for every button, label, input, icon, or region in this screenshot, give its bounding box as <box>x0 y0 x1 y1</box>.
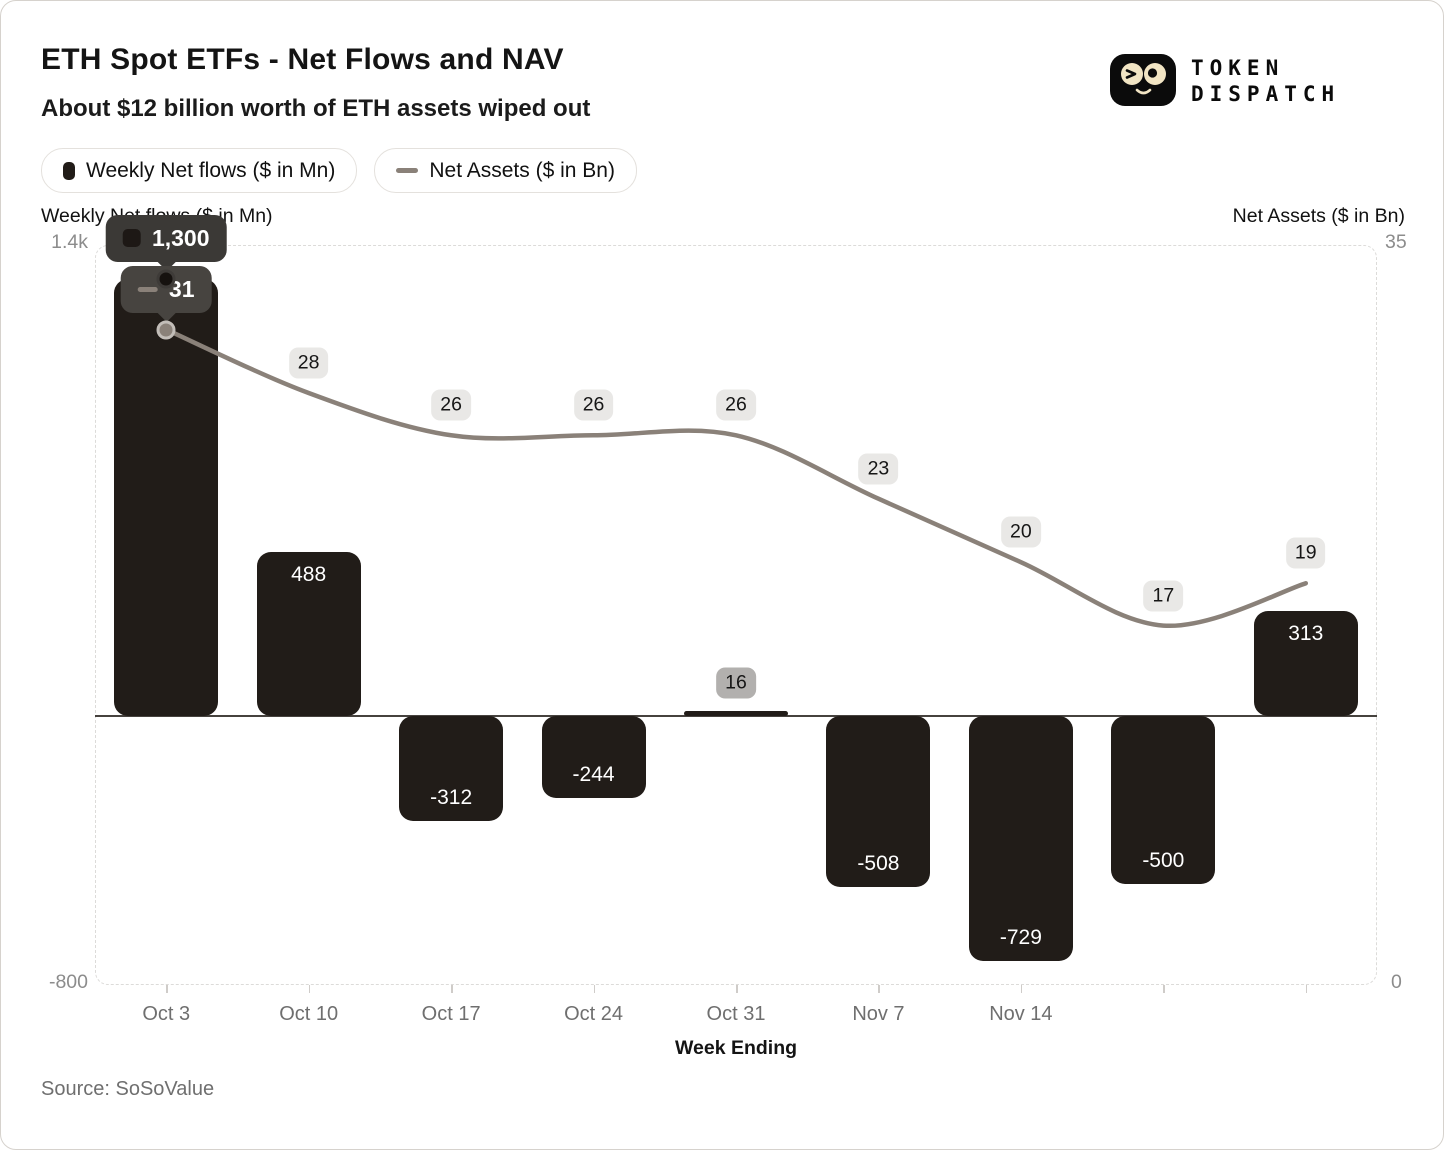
logo-line1: TOKEN <box>1191 55 1285 80</box>
logo-line2: DISPATCH <box>1191 81 1341 106</box>
bar-value-label: -729 <box>999 926 1042 950</box>
right-axis-max-tick: 35 <box>1385 231 1407 253</box>
page-title: ETH Spot ETFs - Net Flows and NAV <box>41 43 564 76</box>
bar-Nov 7[interactable] <box>826 715 931 887</box>
x-axis-tick <box>451 985 453 993</box>
tooltip-line-swatch-icon <box>137 286 158 292</box>
bar-Oct 31[interactable] <box>684 710 788 717</box>
line-swatch-icon <box>396 168 419 173</box>
line-value-badge: 19 <box>1285 537 1326 569</box>
brand-logo: TOKEN DISPATCH <box>1109 53 1340 108</box>
tooltip-bar-swatch-icon <box>122 229 141 248</box>
line-value-badge: 17 <box>1143 580 1184 612</box>
bar-value-label: -500 <box>1142 849 1185 873</box>
right-axis-title: Net Assets ($ in Bn) <box>1232 205 1405 227</box>
bar-swatch-icon <box>63 161 75 180</box>
x-axis-tick <box>1020 985 1023 993</box>
x-axis-label: Oct 3 <box>142 1003 191 1025</box>
legend-label-net-flows: Weekly Net flows ($ in Mn) <box>86 158 336 182</box>
line-value-badge: 28 <box>288 347 329 379</box>
x-axis-label: Oct 17 <box>421 1003 481 1025</box>
right-axis-min-tick: 0 <box>1391 971 1402 993</box>
line-value-badge: 26 <box>431 389 471 421</box>
plot-area[interactable] <box>95 245 1377 985</box>
bar-Oct 24[interactable] <box>541 715 646 798</box>
x-axis-tick <box>878 985 880 993</box>
bar-value-label: 313 <box>1288 621 1324 645</box>
tooltip-bar-value: 1,300 <box>151 224 210 251</box>
bar-Oct 17[interactable] <box>399 715 504 821</box>
bar-Nov 14[interactable] <box>968 715 1073 962</box>
bar-value-badge: 16 <box>716 667 756 699</box>
x-axis-label: Nov 14 <box>989 1003 1053 1025</box>
x-axis-title: Week Ending <box>674 1037 798 1059</box>
bar-value-label: 488 <box>291 562 327 586</box>
page-subtitle: About $12 billion worth of ETH assets wi… <box>41 95 591 122</box>
x-axis-label: Oct 24 <box>564 1003 624 1025</box>
bar-value-label: -312 <box>430 785 473 809</box>
line-hover-dot <box>156 320 176 340</box>
logo-face-icon <box>1110 54 1176 106</box>
source-note: Source: SoSoValue <box>41 1078 215 1100</box>
bar-value-label: -508 <box>857 851 900 875</box>
bar-value-label: -244 <box>572 762 615 786</box>
legend-item-net-flows[interactable]: Weekly Net flows ($ in Mn) <box>41 148 358 193</box>
bar-col9[interactable] <box>1253 610 1358 716</box>
bar-Oct 3[interactable] <box>114 278 219 716</box>
x-axis-tick <box>736 985 738 993</box>
left-axis-min-tick: -800 <box>48 971 88 993</box>
x-axis-tick <box>1163 985 1165 993</box>
tooltip-weekly-net-flow: 1,300 <box>105 214 227 262</box>
legend-item-net-assets[interactable]: Net Assets ($ in Bn) <box>374 148 637 193</box>
x-axis-tick <box>166 985 168 993</box>
x-axis-label: Oct 31 <box>706 1003 766 1025</box>
line-value-badge: 26 <box>716 389 756 421</box>
line-value-badge: 20 <box>1001 516 1041 548</box>
x-axis-tick <box>593 985 596 993</box>
legend-label-net-assets: Net Assets ($ in Bn) <box>429 158 615 182</box>
bar-col8[interactable] <box>1111 715 1216 885</box>
legend: Weekly Net flows ($ in Mn) Net Assets ($… <box>41 148 637 193</box>
logo-wordmark: TOKEN DISPATCH <box>1191 55 1340 107</box>
bar-hover-dot <box>156 269 176 289</box>
line-value-badge: 26 <box>573 389 614 421</box>
left-axis-max-tick: 1.4k <box>51 231 88 253</box>
x-axis-label: Oct 10 <box>279 1003 339 1025</box>
line-value-badge: 23 <box>858 453 899 485</box>
x-axis-tick <box>1305 985 1308 993</box>
x-axis-tick <box>308 985 311 993</box>
x-axis-label: Nov 7 <box>852 1003 905 1025</box>
